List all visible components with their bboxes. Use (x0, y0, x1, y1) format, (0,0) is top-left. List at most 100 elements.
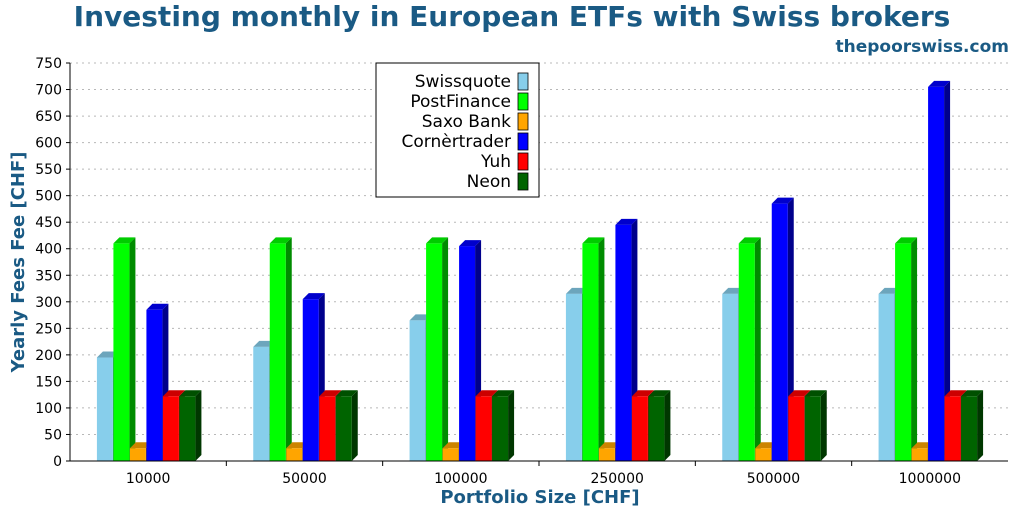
y-tick-label: 400 (35, 242, 62, 258)
bar-top (302, 293, 325, 300)
bar-front (96, 357, 113, 461)
bar-front (771, 203, 788, 462)
bar-top (944, 390, 967, 397)
y-tick-label: 200 (35, 348, 62, 364)
legend-item: Neon (467, 172, 529, 192)
bar-front (944, 396, 961, 461)
y-tick-label: 700 (35, 83, 62, 99)
bar-top (771, 197, 794, 204)
bar-top (961, 390, 984, 397)
bar-side (754, 237, 761, 461)
bar-top (895, 237, 918, 244)
bar-top (179, 390, 202, 397)
y-tick-label: 450 (35, 215, 62, 231)
legend-label: Neon (467, 172, 511, 192)
legend-box (375, 62, 540, 198)
y-tick-labels: 0 50 100 150 200 250 300 350 400 450 500 550 600 650 7… (35, 56, 62, 470)
y-tick-label: 300 (35, 295, 62, 311)
bar-top (146, 303, 169, 310)
bar-side (285, 237, 292, 461)
bar-front (129, 448, 146, 461)
bar-top (615, 218, 638, 225)
bar-top (804, 390, 827, 397)
legend-label: PostFinance (410, 92, 511, 112)
bar-neon-500000 (804, 390, 827, 461)
bar-front (146, 309, 163, 461)
bar-front (895, 243, 912, 461)
bar-side (129, 237, 136, 461)
bar-side (598, 237, 605, 461)
legend-label: Yuh (480, 152, 511, 172)
bar-top (269, 237, 292, 244)
chart-title: Investing monthly in European ETFs with … (74, 0, 951, 33)
bar-neon-1000000 (961, 390, 984, 461)
bar-front (911, 448, 928, 461)
bar-front (788, 396, 805, 461)
bar-front (598, 448, 615, 461)
y-tick-label: 550 (35, 162, 62, 178)
bar-front (302, 299, 319, 461)
x-tick-label: 50000 (282, 471, 327, 487)
y-tick-label: 500 (35, 189, 62, 205)
bar-postfinance-1000000 (895, 237, 918, 461)
y-tick-label: 150 (35, 374, 62, 390)
bar-corn-rtrader-10000 (146, 303, 169, 461)
bar-front (961, 396, 978, 461)
legend-item: PostFinance (410, 92, 529, 112)
bar-front (253, 346, 270, 461)
bar-front (442, 448, 459, 461)
bar-top (459, 240, 482, 247)
bar-top (162, 390, 185, 397)
y-tick-label: 50 (44, 427, 62, 443)
bar-front (269, 243, 286, 461)
legend-swatch (517, 132, 529, 151)
legend-swatch (517, 172, 529, 191)
bar-front (928, 86, 945, 461)
bar-front (162, 396, 179, 461)
bar-top (475, 390, 498, 397)
bar-front (615, 224, 632, 461)
bar-front (878, 293, 895, 461)
bar-front (113, 243, 130, 461)
bar-side (664, 390, 671, 461)
bar-side (442, 237, 449, 461)
x-tick-label: 1000000 (899, 471, 961, 487)
bar-postfinance-100000 (426, 237, 449, 461)
bar-postfinance-500000 (738, 237, 761, 461)
bar-postfinance-250000 (582, 237, 605, 461)
bar-top (113, 237, 136, 244)
bar-front (319, 396, 336, 461)
axes (66, 62, 1008, 466)
y-tick-label: 0 (53, 454, 62, 470)
bar-front (582, 243, 599, 461)
bar-front (804, 396, 821, 461)
y-tick-label: 750 (35, 56, 62, 72)
bar-side (911, 237, 918, 461)
bar-side (944, 80, 951, 461)
bar-top (319, 390, 342, 397)
bar-front (475, 396, 492, 461)
bar-side (195, 390, 202, 461)
x-tick-label: 250000 (590, 471, 643, 487)
bar-front (492, 396, 509, 461)
x-tick-labels: 10000 50000 100000 250000 500000 1000000 (126, 471, 961, 487)
legend-item: Cornèrtrader (402, 132, 529, 152)
bar-neon-250000 (648, 390, 671, 461)
bar-neon-100000 (492, 390, 515, 461)
legend-swatch (517, 72, 529, 91)
bar-top (582, 237, 605, 244)
bar-front (179, 396, 196, 461)
legend-swatch (517, 152, 529, 171)
x-axis-title: Portfolio Size [CHF] (440, 487, 639, 508)
bar-top (738, 237, 761, 244)
y-tick-label: 250 (35, 321, 62, 337)
bar-side (508, 390, 515, 461)
bar-top (492, 390, 515, 397)
y-tick-label: 600 (35, 136, 62, 152)
bar-top (426, 237, 449, 244)
bar-top (648, 390, 671, 397)
legend-swatch (517, 92, 529, 111)
bar-side (351, 390, 358, 461)
bar-front (565, 293, 582, 461)
